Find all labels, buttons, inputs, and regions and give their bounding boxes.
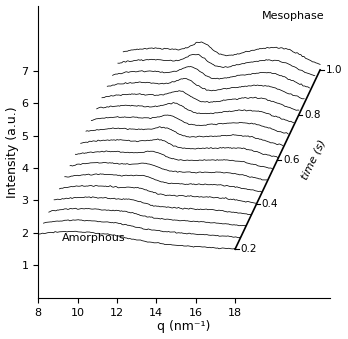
- Text: 0.6: 0.6: [283, 155, 300, 164]
- Text: Mesophase: Mesophase: [261, 12, 324, 21]
- X-axis label: q (nm⁻¹): q (nm⁻¹): [157, 320, 211, 334]
- Text: 0.8: 0.8: [304, 110, 321, 120]
- Text: time (s): time (s): [299, 138, 327, 181]
- Text: Amorphous: Amorphous: [62, 233, 125, 243]
- Y-axis label: Intensity (a.u.): Intensity (a.u.): [6, 106, 18, 198]
- Text: 1.0: 1.0: [326, 65, 342, 75]
- Text: 0.2: 0.2: [240, 244, 257, 254]
- Text: 0.4: 0.4: [262, 199, 278, 210]
